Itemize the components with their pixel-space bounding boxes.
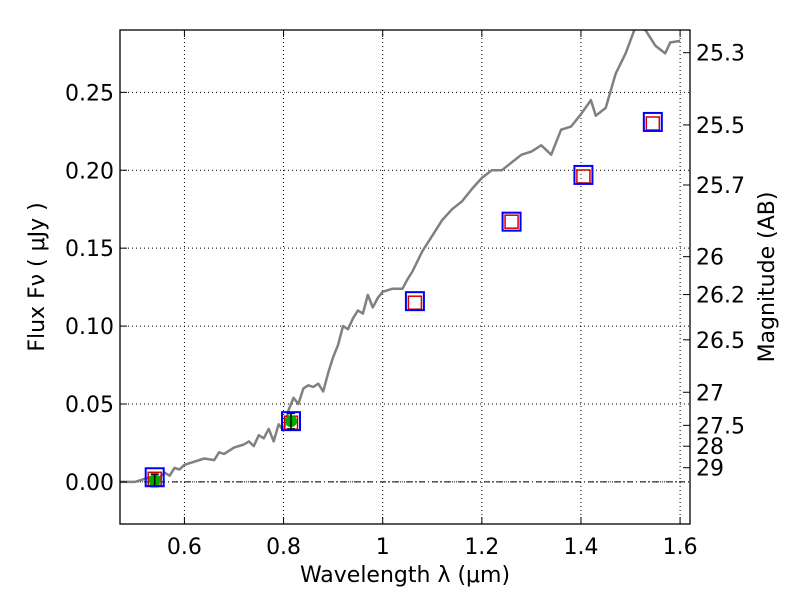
mag-tick-label: 26 (696, 246, 724, 271)
observation-box-marker (404, 291, 425, 312)
y-tick-label: 0.00 (65, 471, 114, 496)
mag-tick-label: 27.5 (696, 414, 745, 439)
mag-tick-label: 29 (696, 457, 724, 482)
mag-tick-label: 28 (696, 435, 724, 460)
observation-box-marker (281, 411, 301, 432)
y-tick-label: 0.20 (65, 159, 114, 184)
x-tick-label: 1 (376, 535, 390, 560)
x-tick-label: 1.6 (663, 535, 698, 560)
x-tick-label: 0.8 (266, 535, 301, 560)
y-axis-label-left: Flux Fν ( μJy ) (25, 202, 50, 351)
y-tick-label: 0.10 (65, 315, 114, 340)
x-axis-label: Wavelength λ (μm) (300, 563, 510, 588)
grid-lines (120, 30, 690, 524)
axis-ticks: 0.6 0.8 1 1.2 1.4 1.6 0.00 0.05 0.10 0.15 0.20 0.25… (65, 30, 745, 560)
mag-tick-label: 26.5 (696, 329, 745, 354)
mag-tick-label: 25.3 (696, 42, 745, 67)
model-flux-marker (504, 214, 519, 229)
mag-tick-label: 27 (696, 381, 724, 406)
y-tick-label: 0.15 (65, 237, 114, 262)
x-tick-label: 1.2 (464, 535, 499, 560)
sed-model-line (120, 30, 681, 484)
observation-box-marker (144, 467, 165, 488)
observation-box-marker (501, 211, 522, 232)
observation-box-marker (642, 111, 663, 132)
x-tick-label: 1.4 (563, 535, 598, 560)
plot-frame (119, 29, 691, 525)
mag-tick-label: 26.2 (696, 284, 745, 309)
mag-tick-label: 25.5 (696, 114, 745, 139)
plot-content (120, 30, 690, 488)
mag-tick-label: 25.7 (696, 174, 745, 199)
y-tick-label: 0.05 (65, 393, 114, 418)
y-axis-label-right: Magnitude (AB) (755, 192, 780, 363)
y-tick-label: 0.25 (65, 81, 114, 106)
x-tick-label: 0.6 (167, 535, 202, 560)
observation-box-marker (573, 164, 594, 185)
